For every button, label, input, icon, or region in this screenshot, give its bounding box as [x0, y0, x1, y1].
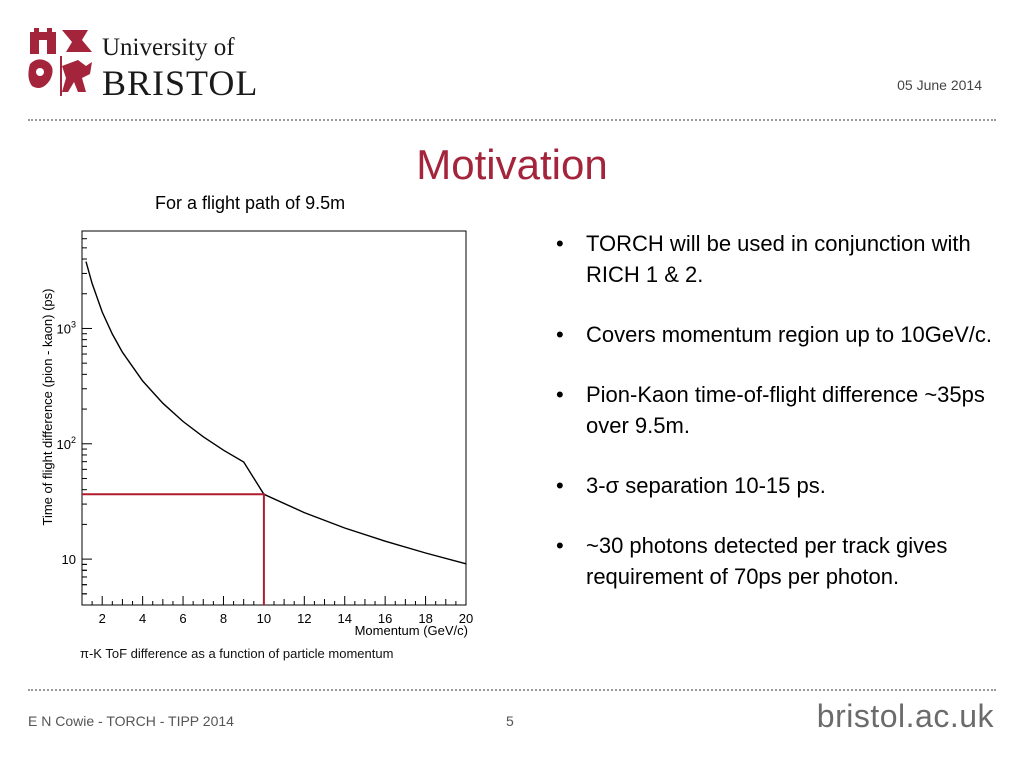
- slide-date: 05 June 2014: [897, 77, 982, 93]
- chart-caption: π-K ToF difference as a function of part…: [80, 646, 394, 661]
- chart-title: For a flight path of 9.5m: [155, 193, 345, 213]
- bullet-marker: •: [556, 473, 564, 498]
- logo-text-university-of: University of: [102, 34, 235, 61]
- y-tick-label: 102: [57, 435, 76, 452]
- footer-divider: [28, 689, 996, 691]
- x-tick-label: 10: [257, 611, 271, 626]
- bullet-text: Covers momentum region up to 10GeV/c.: [586, 322, 992, 347]
- bullet-marker: •: [556, 533, 564, 558]
- bullet-item: • TORCH will be used in conjunction with …: [554, 228, 994, 290]
- bullet-item: • Pion-Kaon time-of-flight difference ~35…: [554, 379, 994, 441]
- slide-title: Motivation: [416, 141, 608, 188]
- bristol-crest-icon: [28, 28, 92, 96]
- bullet-text: 3-σ separation 10-15 ps.: [586, 473, 826, 498]
- bullet-marker: •: [556, 322, 564, 347]
- x-axis-label: Momentum (GeV/c): [355, 623, 468, 638]
- x-tick-label: 4: [139, 611, 146, 626]
- tof-chart: For a flight path of 9.5m Time of flight…: [36, 186, 486, 646]
- page-number: 5: [506, 713, 514, 729]
- bullet-list: • TORCH will be used in conjunction with …: [554, 228, 994, 621]
- plot-frame: [81, 230, 467, 606]
- logo-text-bristol: BRISTOL: [102, 63, 259, 103]
- x-tick-label: 12: [297, 611, 311, 626]
- y-axis-label: Time of flight difference (pion - kaon) …: [40, 289, 55, 526]
- bullet-item: • Covers momentum region up to 10GeV/c.: [554, 319, 994, 350]
- footer-author: E N Cowie - TORCH - TIPP 2014: [28, 713, 234, 729]
- y-tick-label: 10: [62, 552, 76, 567]
- bullet-text: TORCH will be used in conjunction with R…: [586, 231, 971, 287]
- bullet-item: • 3-σ separation 10-15 ps.: [554, 470, 994, 501]
- bullet-text: ~30 photons detected per track gives req…: [586, 533, 948, 589]
- tof-chart-svg: For a flight path of 9.5m Time of flight…: [40, 193, 473, 638]
- x-tick-label: 14: [338, 611, 352, 626]
- x-tick-label: 18: [418, 611, 432, 626]
- bullet-text: Pion-Kaon time-of-flight difference ~35p…: [586, 382, 985, 438]
- header-divider: [28, 119, 996, 121]
- bullet-marker: •: [556, 231, 564, 256]
- momentum-marker-lines: [82, 493, 265, 605]
- x-tick-label: 2: [99, 611, 106, 626]
- y-tick-label: 103: [57, 319, 76, 336]
- x-tick-label: 6: [179, 611, 186, 626]
- x-tick-label: 20: [459, 611, 473, 626]
- tof-curve: [85, 261, 467, 565]
- x-tick-label: 8: [220, 611, 227, 626]
- bullet-item: • ~30 photons detected per track gives re…: [554, 530, 994, 592]
- footer-website: bristol.ac.uk: [816, 698, 994, 734]
- bullet-marker: •: [556, 382, 564, 407]
- university-logo: University of BRISTOL: [26, 26, 257, 103]
- x-tick-label: 16: [378, 611, 392, 626]
